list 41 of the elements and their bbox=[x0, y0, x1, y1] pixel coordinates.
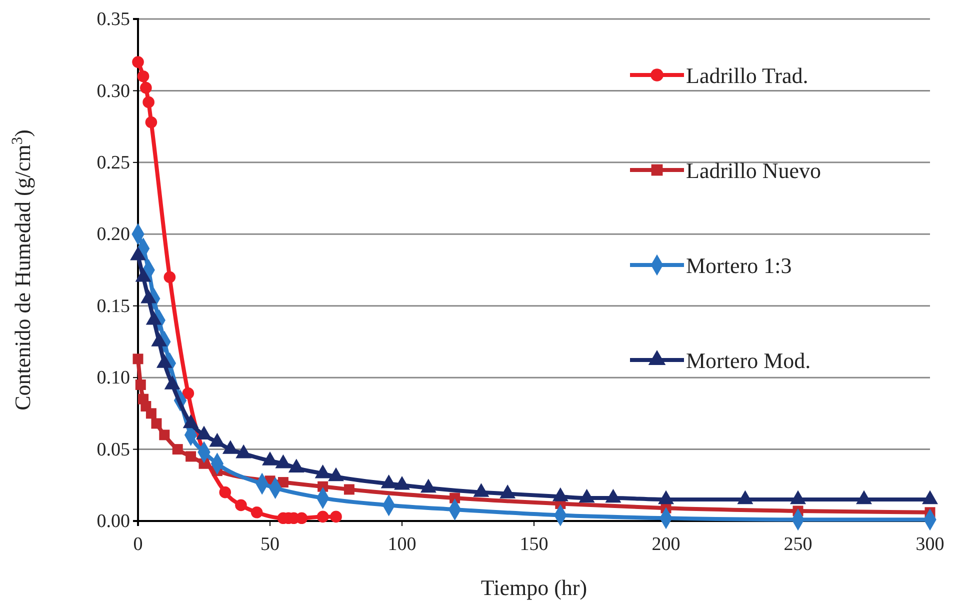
point bbox=[164, 271, 176, 284]
point bbox=[172, 444, 183, 455]
x-tick-label: 150 bbox=[520, 534, 548, 555]
y-tick-label: 0.25 bbox=[96, 152, 130, 174]
x-tick-label: 200 bbox=[652, 534, 680, 555]
point bbox=[219, 486, 232, 498]
point bbox=[344, 484, 354, 495]
legend-label: Mortero 1:3 bbox=[686, 253, 792, 278]
x-tick-label: 250 bbox=[784, 534, 812, 555]
point bbox=[132, 56, 144, 68]
y-tick-label: 0.10 bbox=[96, 368, 130, 389]
y-tick-label: 0.20 bbox=[96, 224, 130, 246]
point bbox=[146, 408, 156, 419]
y-tick-label: 0.00 bbox=[96, 511, 130, 532]
x-tick-label: 0 bbox=[133, 534, 143, 555]
point bbox=[140, 82, 152, 94]
legend-label: Mortero Mod. bbox=[686, 348, 811, 373]
point bbox=[278, 477, 288, 488]
point bbox=[182, 387, 194, 400]
point bbox=[151, 418, 162, 429]
point bbox=[186, 451, 196, 462]
point bbox=[316, 510, 329, 523]
legend-label: Ladrillo Trad. bbox=[686, 63, 808, 88]
point bbox=[159, 430, 170, 440]
legend-label: Ladrillo Nuevo bbox=[686, 158, 822, 183]
y-tick-label: 0.15 bbox=[96, 296, 130, 317]
y-tick-label: 0.30 bbox=[96, 80, 130, 102]
point bbox=[250, 506, 263, 518]
point bbox=[137, 70, 150, 82]
point bbox=[145, 116, 158, 128]
x-tick-label: 50 bbox=[260, 534, 280, 555]
x-axis-title: Tiempo (hr) bbox=[480, 575, 588, 600]
point bbox=[135, 380, 146, 390]
y-tick-label: 0.05 bbox=[96, 439, 130, 460]
point bbox=[330, 510, 342, 523]
x-tick-label: 100 bbox=[388, 534, 416, 555]
point bbox=[142, 96, 154, 108]
point bbox=[132, 354, 144, 364]
x-tick-label: 300 bbox=[916, 534, 944, 555]
y-tick-label: 0.35 bbox=[96, 9, 130, 30]
point bbox=[235, 499, 247, 512]
